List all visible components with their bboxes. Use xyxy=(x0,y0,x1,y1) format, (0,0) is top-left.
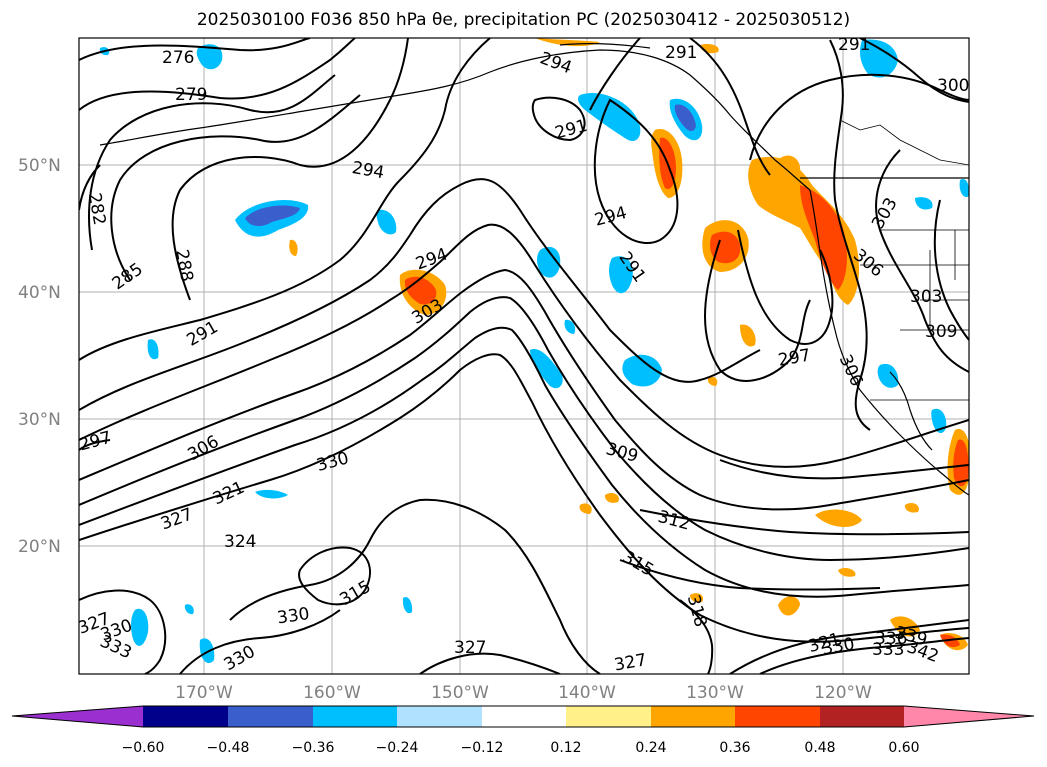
lat-label: 50°N xyxy=(18,156,61,176)
contour-label: 330 xyxy=(276,604,311,628)
colorbar-tick-label: −0.60 xyxy=(122,740,165,756)
contour-label: 300 xyxy=(937,76,969,96)
colorbar-tick-label: 0.24 xyxy=(635,740,666,756)
lon-label: 120°W xyxy=(814,683,872,703)
lon-label: 150°W xyxy=(431,683,489,703)
colorbar-tick-label: 0.48 xyxy=(804,740,835,756)
contour-label: 291 xyxy=(665,43,697,63)
colorbar-tick-label: 0.36 xyxy=(719,740,750,756)
contour-label: 309 xyxy=(925,322,957,342)
longitude-labels: 170°W 160°W 150°W 140°W 130°W 120°W xyxy=(175,683,872,703)
colorbar-segment xyxy=(313,706,397,727)
contour-label: 327 xyxy=(454,638,486,658)
lon-label: 170°W xyxy=(175,683,233,703)
lon-label: 140°W xyxy=(558,683,616,703)
latitude-labels: 50°N 40°N 30°N 20°N xyxy=(18,156,61,557)
colorbar-tick-label: 0.12 xyxy=(550,740,581,756)
contour-label: 327 xyxy=(613,650,648,675)
colorbar-segment xyxy=(12,706,143,727)
contour-label: 324 xyxy=(224,532,256,552)
map-frame xyxy=(78,37,970,675)
colorbar-ticks: −0.60 −0.48 −0.36 −0.24 −0.12 0.12 0.24 … xyxy=(122,740,920,756)
colorbar-segment xyxy=(228,706,313,727)
coastlines xyxy=(99,42,969,496)
colorbar: −0.60 −0.48 −0.36 −0.24 −0.12 0.12 0.24 … xyxy=(11,705,1035,756)
colorbar-segment xyxy=(820,706,904,727)
colorbar-segment xyxy=(482,706,566,727)
colorbar-segment xyxy=(397,706,482,727)
theta-e-contours xyxy=(79,38,969,674)
colorbar-segment xyxy=(904,706,1034,727)
contour-label: 303 xyxy=(910,287,942,307)
colorbar-segment xyxy=(735,706,820,727)
colorbar-outline xyxy=(11,705,1035,728)
colorbar-segment xyxy=(143,706,228,727)
colorbar-tick-label: −0.12 xyxy=(461,740,504,756)
contour-label: 333 xyxy=(872,640,904,660)
colorbar-segment xyxy=(651,706,735,727)
colorbar-tick-label: −0.36 xyxy=(292,740,335,756)
lon-label: 130°W xyxy=(686,683,744,703)
map-title: 2025030100 F036 850 hPa θe, precipitatio… xyxy=(196,10,851,30)
colorbar-tick-label: −0.24 xyxy=(376,740,419,756)
lat-label: 30°N xyxy=(18,410,61,430)
lat-label: 20°N xyxy=(18,537,61,557)
map-panel xyxy=(79,38,969,674)
contour-label: 336 xyxy=(875,629,907,649)
contour-label: 276 xyxy=(162,48,194,68)
contour-label: 279 xyxy=(175,85,207,105)
colorbar-segment xyxy=(566,706,651,727)
lat-label: 40°N xyxy=(18,283,61,303)
contour-label: 291 xyxy=(838,35,870,55)
colorbar-tick-label: −0.48 xyxy=(207,740,250,756)
colorbar-tick-label: 0.60 xyxy=(888,740,919,756)
lon-label: 160°W xyxy=(303,683,361,703)
